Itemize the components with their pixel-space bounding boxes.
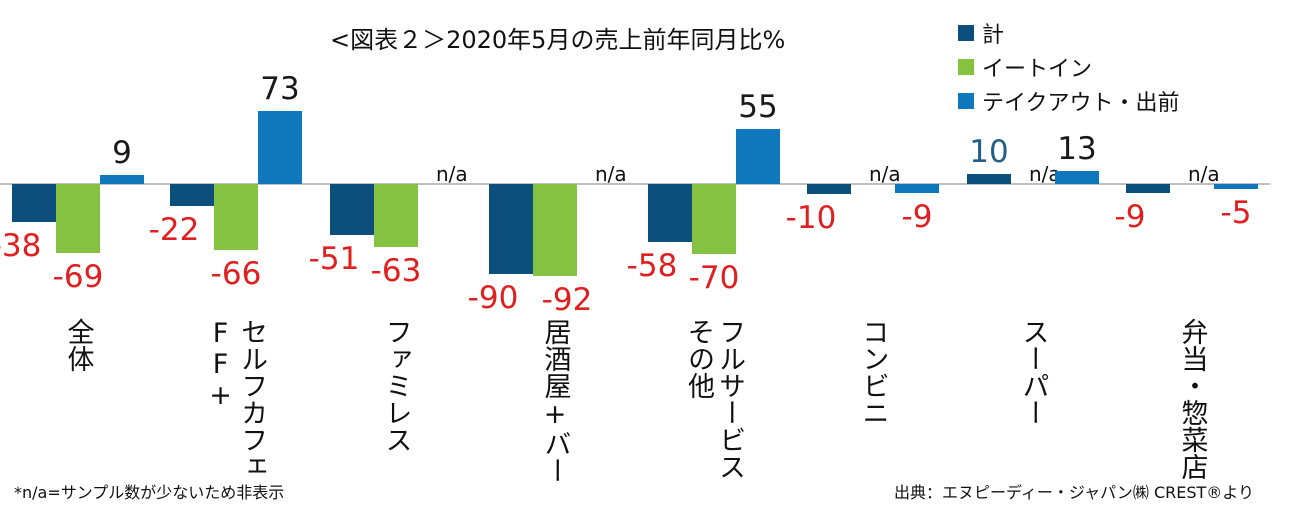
data-label: -92 (542, 282, 593, 318)
data-label: -9 (902, 199, 933, 235)
bar (56, 184, 100, 253)
category-label-line: スーパー (1017, 318, 1049, 426)
bar (1126, 184, 1170, 193)
data-label: -58 (627, 248, 678, 284)
category-label-line: その他 (683, 318, 714, 399)
bar (100, 175, 144, 184)
bar (374, 184, 418, 247)
category-label: 弁当・惣菜店 (1177, 318, 1208, 480)
bar (736, 129, 780, 184)
bar (12, 184, 56, 222)
data-label: -5 (1221, 195, 1252, 231)
category-label: セルフカフェ FF+ (205, 318, 267, 480)
bar (1055, 171, 1099, 184)
data-label: -69 (53, 259, 104, 295)
bar (214, 184, 258, 250)
category-label: コンビニ (858, 318, 889, 426)
bar (170, 184, 214, 206)
footnote: *n/a=サンプル数が少ないため非表示 (14, 483, 285, 502)
data-label: -70 (689, 260, 740, 296)
legend-swatch-takeout (958, 93, 974, 109)
bar (330, 184, 374, 235)
legend-swatch-total (958, 25, 974, 41)
bar (692, 184, 736, 254)
data-label: 13 (1057, 131, 1096, 167)
category-label: 居酒屋+バー (540, 318, 571, 484)
bar (1214, 184, 1258, 189)
category-label-line: 居酒屋+バー (539, 318, 571, 484)
na-label: n/a (869, 162, 901, 186)
category-label-line: 弁当・惣菜店 (1176, 318, 1208, 480)
data-label: 10 (969, 134, 1008, 170)
data-label: -38 (0, 228, 41, 264)
legend-label-eatin: イートイン (982, 57, 1093, 82)
data-label: 73 (260, 71, 299, 107)
category-label-line: フルサービス (714, 318, 745, 480)
legend-label-total: 計 (982, 23, 1005, 48)
bar (967, 174, 1011, 184)
legend-item-eatin: イートイン (958, 50, 1180, 84)
data-label: -9 (1115, 199, 1146, 235)
data-label: -22 (149, 212, 200, 248)
legend-label-takeout: テイクアウト・出前 (982, 91, 1180, 116)
data-label: -66 (211, 256, 262, 292)
category-label: フルサービス その他 (683, 318, 745, 480)
legend: 計 イートイン テイクアウト・出前 (958, 16, 1180, 118)
bar (807, 184, 851, 194)
legend-swatch-eatin (958, 59, 974, 75)
category-label-line: 全体 (62, 318, 94, 372)
data-label: -63 (371, 253, 422, 289)
category-label: スーパー (1018, 318, 1049, 426)
data-label: -51 (309, 241, 360, 277)
data-label: 9 (112, 135, 132, 171)
na-label: n/a (436, 162, 468, 186)
category-label-line: コンビニ (857, 318, 889, 426)
bar (533, 184, 577, 276)
data-label: -90 (468, 280, 519, 316)
na-label: n/a (1188, 162, 1220, 186)
na-label: n/a (595, 162, 627, 186)
category-label-line: セルフカフェ (236, 318, 267, 480)
category-label: ファミレス (381, 318, 412, 453)
bar (895, 184, 939, 193)
category-label-line: ファミレス (380, 318, 412, 453)
data-label: 55 (738, 89, 777, 125)
category-label-line: FF+ (205, 318, 236, 411)
bar (258, 111, 302, 184)
data-label: -10 (786, 200, 837, 236)
chart-title: <図表２＞2020年5月の売上前年同月比% (330, 26, 786, 54)
legend-item-total: 計 (958, 16, 1180, 50)
source-note: 出典：エヌピーディー・ジャパン㈱ CREST®より (894, 483, 1254, 502)
category-label: 全体 (63, 318, 94, 372)
legend-item-takeout: テイクアウト・出前 (958, 84, 1180, 118)
bar (648, 184, 692, 242)
bar (489, 184, 533, 274)
